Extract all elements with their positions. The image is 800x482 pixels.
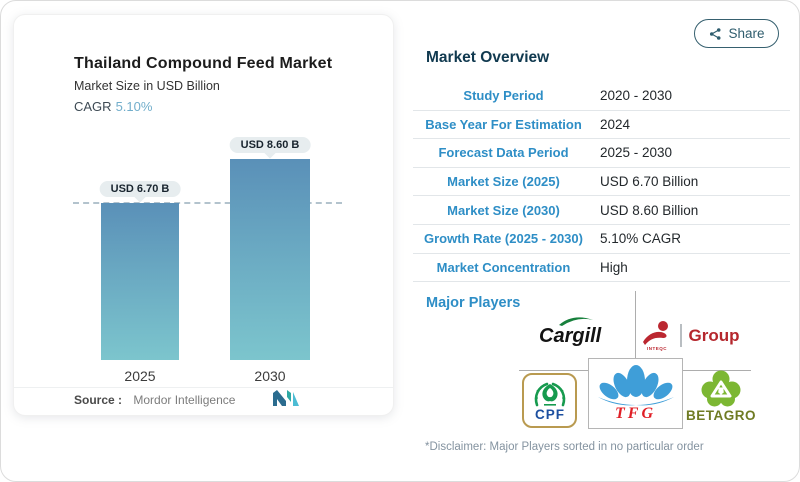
bar-value-label-2030: USD 8.60 B [229,137,311,153]
row-value: High [600,259,628,275]
source-row: Source : Mordor Intelligence [74,393,235,407]
row-value: USD 8.60 Billion [600,202,699,218]
betagro-logo: BETAGRO [681,369,761,423]
tfg-text: TFG [615,405,656,422]
players-connector-right [683,370,751,371]
row-value: 2025 - 2030 [600,145,673,161]
row-label: Study Period [463,88,544,104]
chart-card: Thailand Compound Feed Market Market Siz… [13,14,394,416]
tfg-logo: TFG [588,358,683,429]
source-label: Source : [74,393,123,407]
table-row: Market Concentration High [413,254,790,283]
betagro-text: BETAGRO [686,408,756,423]
players-connector-vertical [635,291,636,359]
share-icon [710,27,721,40]
betagro-clover-icon [701,370,741,407]
bar-2030: USD 8.60 B 2030 [229,137,311,384]
cargill-logo-icon: Cargill [539,317,602,347]
x-axis-label-2030: 2030 [254,368,286,384]
cpf-emblem-icon: CPF [534,382,565,422]
row-value: USD 6.70 Billion [600,174,699,190]
bar-fill-2030 [230,159,310,360]
row-label: Market Size (2025) [447,174,560,190]
row-label: Base Year For Estimation [425,116,582,132]
inteqc-caption: INTEQC [646,346,667,351]
row-label: Growth Rate (2025 - 2030) [424,231,583,247]
inteqc-group-logo: INTEQC Group [641,320,740,351]
table-row: Market Size (2025) USD 6.70 Billion [413,168,790,197]
row-label: Market Size (2030) [447,202,560,218]
chart-subtitle: Market Size in USD Billion [74,79,220,93]
tfg-lotus-icon [597,365,674,406]
inteqc-icon: INTEQC [641,320,673,351]
share-button-label: Share [728,26,765,41]
x-axis-label-2025: 2025 [124,368,156,384]
row-value: 5.10% CAGR [600,231,682,247]
cagr-label: CAGR [74,99,112,114]
chart-cagr-line: CAGR 5.10% [74,99,152,114]
table-row: Study Period 2020 - 2030 [413,82,790,111]
row-value: 2024 [600,116,631,132]
row-label: Forecast Data Period [438,145,569,161]
inteqc-group-text: Group [688,325,740,345]
table-row: Market Size (2030) USD 8.60 Billion [413,196,790,225]
players-disclaimer: *Disclaimer: Major Players sorted in no … [425,441,704,453]
svg-text:CPF: CPF [535,407,565,422]
cpf-logo: CPF [522,373,577,428]
reference-dashed-line [73,202,342,204]
cagr-value: 5.10% [115,99,153,114]
players-connector-left [519,370,588,371]
svg-text:Cargill: Cargill [539,325,602,347]
table-row: Base Year For Estimation 2024 [413,111,790,140]
bar-chart: USD 6.70 B 2025 USD 8.60 B 2030 [70,130,352,384]
chart-title: Thailand Compound Feed Market [74,55,333,72]
mordor-intelligence-logo-icon [273,390,299,406]
row-label: Market Concentration [436,259,571,275]
source-divider [14,387,393,388]
inteqc-divider [680,324,682,347]
row-value: 2020 - 2030 [600,88,673,104]
source-value: Mordor Intelligence [133,393,236,407]
market-overview-table: Study Period 2020 - 2030 Base Year For E… [413,82,790,283]
share-button[interactable]: Share [694,19,779,48]
bar-2025: USD 6.70 B 2025 [99,181,181,384]
major-players-heading: Major Players [426,295,521,311]
table-row: Growth Rate (2025 - 2030) 5.10% CAGR [413,225,790,254]
bar-fill-2025 [101,203,179,360]
bar-value-label-2025: USD 6.70 B [99,181,181,197]
market-overview-heading: Market Overview [426,49,550,66]
table-row: Forecast Data Period 2025 - 2030 [413,139,790,168]
